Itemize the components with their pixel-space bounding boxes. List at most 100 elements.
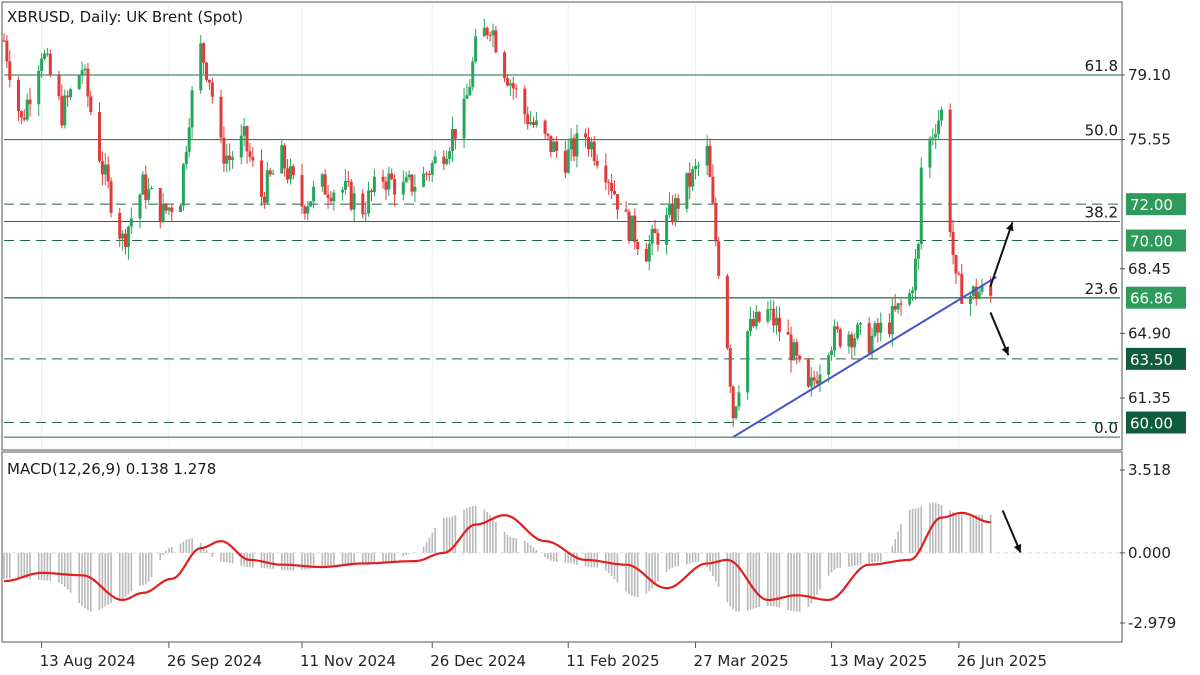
candle — [251, 147, 255, 167]
candle-body — [482, 27, 486, 37]
candle-body — [838, 329, 842, 347]
candle-body — [586, 137, 590, 150]
price-tags: 72.00 70.00 66.86 63.50 60.00 — [1126, 193, 1186, 434]
candle-body — [48, 53, 52, 76]
candle-body — [427, 174, 431, 176]
candle — [563, 140, 567, 179]
candle-body — [106, 164, 110, 182]
candle — [332, 189, 336, 211]
candle-body — [757, 311, 761, 322]
candle-body — [835, 326, 839, 330]
candle — [630, 215, 634, 241]
candle-body — [572, 138, 576, 157]
x-tick-label: 27 Mar 2025 — [694, 652, 789, 670]
candle-body — [873, 323, 877, 336]
candle-body — [615, 194, 619, 210]
candle — [792, 338, 796, 361]
candle — [242, 118, 246, 147]
candle-body — [919, 167, 923, 245]
candle — [809, 367, 813, 397]
price-tag-bg — [1126, 229, 1186, 252]
candle — [549, 135, 553, 158]
price-tag: 66.86 — [1126, 286, 1186, 309]
candle — [66, 90, 70, 107]
candle — [468, 79, 472, 97]
candle-body — [630, 215, 634, 241]
candle — [795, 338, 799, 365]
candle-body — [323, 174, 327, 195]
candle-body — [300, 175, 304, 207]
candle-body — [361, 193, 365, 215]
candle — [181, 163, 185, 211]
candle-body — [786, 331, 790, 335]
candle-body — [22, 117, 26, 120]
candle-body — [433, 156, 437, 164]
candle — [109, 177, 113, 218]
candle — [610, 173, 614, 200]
candle — [367, 181, 371, 217]
candle-body — [676, 198, 680, 209]
candle-body — [390, 173, 394, 180]
candle — [604, 153, 608, 191]
price-tag-label: 60.00 — [1130, 415, 1173, 433]
candle-body — [271, 173, 275, 175]
candle — [231, 151, 235, 169]
candle-body — [28, 99, 32, 105]
candle-body — [138, 194, 142, 219]
candle — [260, 149, 264, 206]
candle — [951, 219, 955, 265]
price-grid — [41, 4, 960, 448]
candle-body — [887, 322, 891, 335]
candle-body — [705, 145, 709, 166]
candle — [546, 132, 550, 141]
candle-body — [144, 174, 148, 200]
candle-body — [97, 112, 101, 162]
candle — [491, 23, 495, 48]
candle-body — [190, 90, 194, 128]
candle — [462, 87, 466, 149]
candle-body — [798, 355, 802, 360]
candle-body — [207, 79, 211, 83]
candle — [838, 327, 842, 349]
candle — [141, 171, 145, 195]
candle-body — [575, 133, 579, 157]
candle-body — [725, 275, 729, 349]
price-tag-bg — [1126, 193, 1186, 216]
candle — [147, 178, 151, 203]
candle-body — [245, 126, 249, 152]
candle-body — [511, 83, 515, 89]
candle — [939, 106, 943, 127]
candle-body — [422, 173, 426, 187]
candle-body — [430, 163, 434, 175]
candle-body — [202, 43, 206, 63]
candle — [636, 238, 640, 256]
candle — [485, 26, 489, 40]
candle — [607, 179, 611, 195]
price-y-axis: 79.10 75.55 68.45 64.90 61.35 — [1120, 66, 1171, 407]
candle — [45, 47, 49, 57]
arrow-up-shaft — [989, 222, 1014, 287]
candle-body — [187, 127, 191, 152]
candle — [653, 219, 657, 234]
candle-body — [856, 324, 860, 339]
candle-body — [772, 308, 776, 326]
candle — [124, 229, 128, 255]
candle-body — [45, 53, 49, 55]
candle — [644, 242, 648, 262]
candle-body — [913, 258, 917, 291]
candle — [8, 50, 12, 88]
candle — [613, 180, 617, 196]
candle — [121, 230, 125, 251]
candle-body — [850, 334, 854, 348]
candle-body — [636, 242, 640, 250]
y-tick-label: 79.10 — [1128, 66, 1171, 84]
candle-body — [673, 198, 677, 222]
candle — [676, 194, 680, 221]
candle — [187, 117, 191, 158]
candle-body — [968, 296, 972, 304]
candle-body — [16, 79, 20, 112]
candle-body — [57, 75, 61, 97]
candle — [97, 102, 101, 163]
candle-body — [37, 70, 41, 105]
candle-body — [766, 309, 770, 322]
